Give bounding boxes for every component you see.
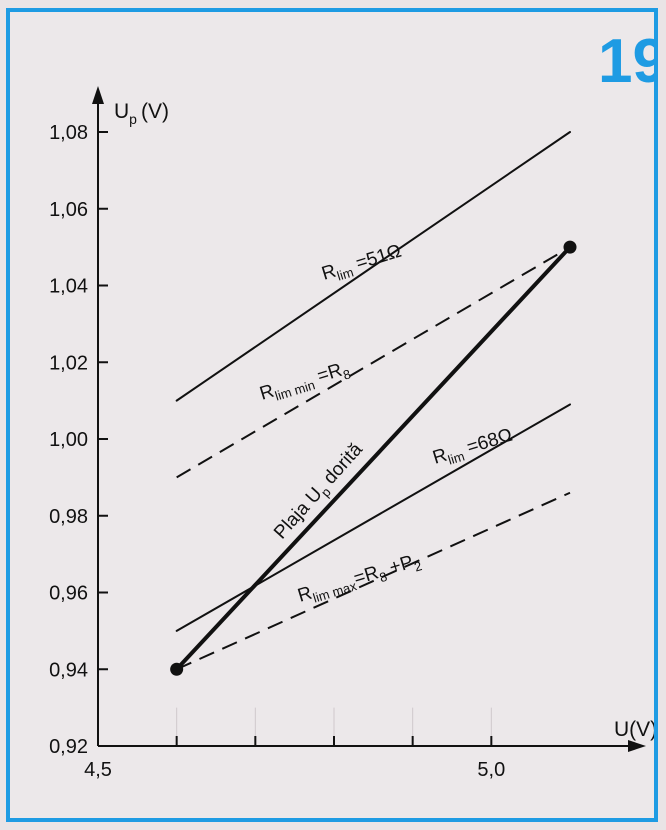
y-tick-label: 0,92 xyxy=(49,736,88,758)
x-axis-arrow xyxy=(628,740,646,752)
y-tick-label: 0,94 xyxy=(49,659,88,681)
series-line-5 xyxy=(174,245,572,672)
figure-frame: 19 0,92 0,94 0,96 0,98 1,00 1,02 1,04 1,06 1,08 4… xyxy=(6,8,658,822)
annotation-r68: Rlim =68Ω xyxy=(430,425,515,472)
background-text xyxy=(160,12,580,312)
y-tick-label: 0,98 xyxy=(49,506,88,528)
series-point xyxy=(170,662,184,676)
y-axis-title-sub: p xyxy=(129,111,137,127)
x-axis-title: U(V) xyxy=(614,718,654,741)
axes xyxy=(92,86,646,752)
ticks: 0,92 0,94 0,96 0,98 1,00 1,02 1,04 1,06 1,08 4,5 5… xyxy=(49,122,505,781)
series-group xyxy=(170,131,577,676)
y-tick-label: 1,08 xyxy=(49,122,88,144)
y-tick-label: 1,00 xyxy=(49,429,88,451)
chart: 19 0,92 0,94 0,96 0,98 1,00 1,02 1,04 1,06 1,08 4… xyxy=(49,12,654,781)
y-axis-arrow xyxy=(92,86,104,104)
series-line-3 xyxy=(175,403,571,632)
y-axis-title: Up (V) xyxy=(114,100,169,127)
series-point xyxy=(563,240,577,254)
y-tick-label: 1,02 xyxy=(49,352,88,374)
y-tick-label: 0,96 xyxy=(49,583,88,605)
y-axis-title-unit: (V) xyxy=(141,100,169,123)
x-tick-label: 4,5 xyxy=(84,759,112,781)
y-tick-label: 1,06 xyxy=(49,199,88,221)
annotation-rmax: Rlim max=R8 +P2 xyxy=(295,550,423,610)
page-badge: 19 xyxy=(598,27,654,96)
y-axis-title-main: U xyxy=(114,100,129,123)
series-line-4 xyxy=(176,491,571,671)
series-line-2 xyxy=(176,246,571,479)
x-tick-label: 5,0 xyxy=(477,759,505,781)
series-line-1 xyxy=(175,131,571,402)
y-tick-label: 1,04 xyxy=(49,276,88,298)
